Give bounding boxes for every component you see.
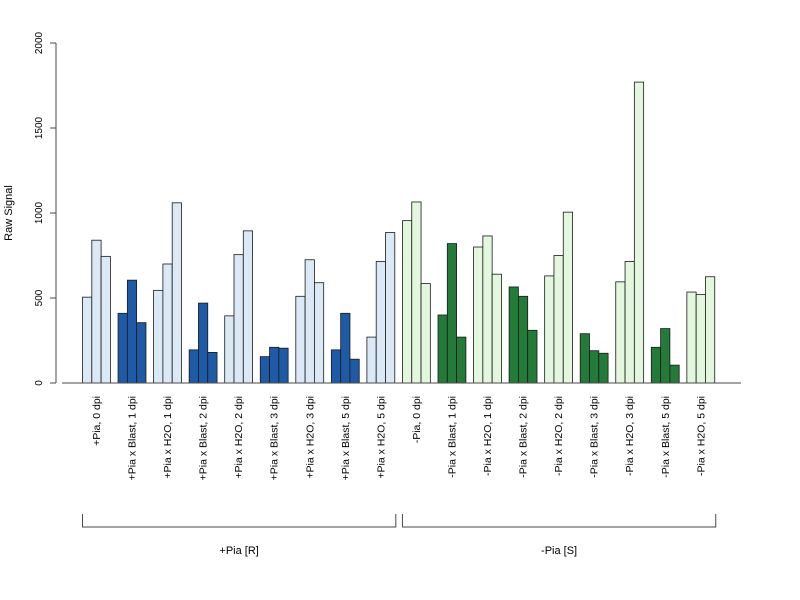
bar xyxy=(518,295,529,384)
x-tick-label: -Pia x H2O, 1 dpi xyxy=(482,396,494,476)
bar xyxy=(153,289,164,384)
bar xyxy=(402,220,413,384)
bar xyxy=(269,346,280,384)
x-tick-label: +Pia x Blast, 5 dpi xyxy=(340,396,352,480)
bar xyxy=(624,261,635,384)
bar xyxy=(366,336,377,384)
bar xyxy=(242,230,254,384)
bar xyxy=(598,352,609,384)
x-tick-label: -Pia, 0 dpi xyxy=(411,396,423,443)
bar xyxy=(437,314,448,384)
bars xyxy=(82,81,716,384)
bar xyxy=(207,351,218,384)
x-tick-label: +Pia x Blast, 3 dpi xyxy=(269,396,281,480)
bar xyxy=(385,232,396,384)
group-label: -Pia [S] xyxy=(541,545,577,557)
bar xyxy=(136,322,147,384)
bar xyxy=(686,291,697,384)
bar xyxy=(411,201,422,384)
y-tick-label: 0 xyxy=(34,380,45,386)
x-tick-label: +Pia x Blast, 2 dpi xyxy=(198,396,210,480)
bar xyxy=(553,255,564,384)
bar xyxy=(508,286,519,384)
bar xyxy=(695,294,706,384)
bar xyxy=(233,254,244,384)
bar xyxy=(473,246,484,384)
bar xyxy=(198,302,209,384)
group-bracket xyxy=(82,514,397,528)
x-tick-label: -Pia x H2O, 5 dpi xyxy=(695,396,707,476)
bar xyxy=(82,296,93,384)
x-tick-label: +Pia x H2O, 1 dpi xyxy=(162,396,174,479)
x-tick-labels: +Pia, 0 dpi +Pia x Blast, 1 dpi +Pia x H2O… xyxy=(91,396,707,480)
x-tick-label: -Pia x Blast, 2 dpi xyxy=(518,396,530,478)
bar xyxy=(420,283,431,384)
bar xyxy=(162,263,173,384)
bar xyxy=(304,259,315,384)
bar xyxy=(349,358,360,384)
x-tick-label: -Pia x H2O, 3 dpi xyxy=(624,396,636,476)
bar xyxy=(705,276,716,384)
bar xyxy=(669,364,680,384)
bar xyxy=(259,356,270,384)
bar xyxy=(375,261,386,384)
x-tick-label: -Pia x Blast, 5 dpi xyxy=(660,396,672,478)
bar xyxy=(544,275,555,384)
group-label: +Pia [R] xyxy=(219,545,258,557)
group-brackets: +Pia [R] -Pia [S] xyxy=(82,514,717,557)
y-tick-label: 2000 xyxy=(34,31,45,54)
bar xyxy=(278,347,289,384)
x-tick-label: +Pia x H2O, 5 dpi xyxy=(375,396,387,479)
bar xyxy=(171,202,182,384)
bar xyxy=(100,255,111,384)
x-tick-label: -Pia x Blast, 3 dpi xyxy=(589,396,601,478)
bar xyxy=(91,239,102,384)
bar xyxy=(126,279,138,384)
y-axis-label: Raw Signal xyxy=(3,185,15,241)
bar xyxy=(579,333,590,384)
bar xyxy=(117,312,128,384)
x-tick-label: -Pia x Blast, 1 dpi xyxy=(446,396,458,478)
bar xyxy=(491,273,502,384)
y-tick-label: 1000 xyxy=(34,201,45,224)
bar xyxy=(224,315,235,384)
x-tick-label: +Pia x H2O, 3 dpi xyxy=(304,396,316,479)
bar xyxy=(188,349,199,384)
x-tick-label: -Pia x H2O, 2 dpi xyxy=(553,396,565,476)
y-tick-label: 500 xyxy=(34,289,45,306)
x-tick-label: +Pia, 0 dpi xyxy=(91,396,103,446)
bar xyxy=(589,350,600,384)
bar xyxy=(330,349,342,384)
bar xyxy=(660,328,671,384)
bar xyxy=(456,336,467,384)
x-tick-label: +Pia x Blast, 1 dpi xyxy=(127,396,139,480)
bar xyxy=(527,329,538,384)
y-axis: 0 500 1000 1500 2000 xyxy=(34,31,57,386)
bar xyxy=(650,346,661,384)
bar xyxy=(446,243,457,384)
bar xyxy=(313,282,325,384)
bar xyxy=(482,235,493,384)
group-bracket xyxy=(401,514,717,528)
bar xyxy=(633,81,645,384)
x-tick-label: +Pia x H2O, 2 dpi xyxy=(233,396,245,479)
bar xyxy=(295,295,306,384)
bar xyxy=(340,312,351,384)
bar xyxy=(562,211,573,384)
y-tick-label: 1500 xyxy=(34,116,45,139)
bar xyxy=(615,281,626,384)
